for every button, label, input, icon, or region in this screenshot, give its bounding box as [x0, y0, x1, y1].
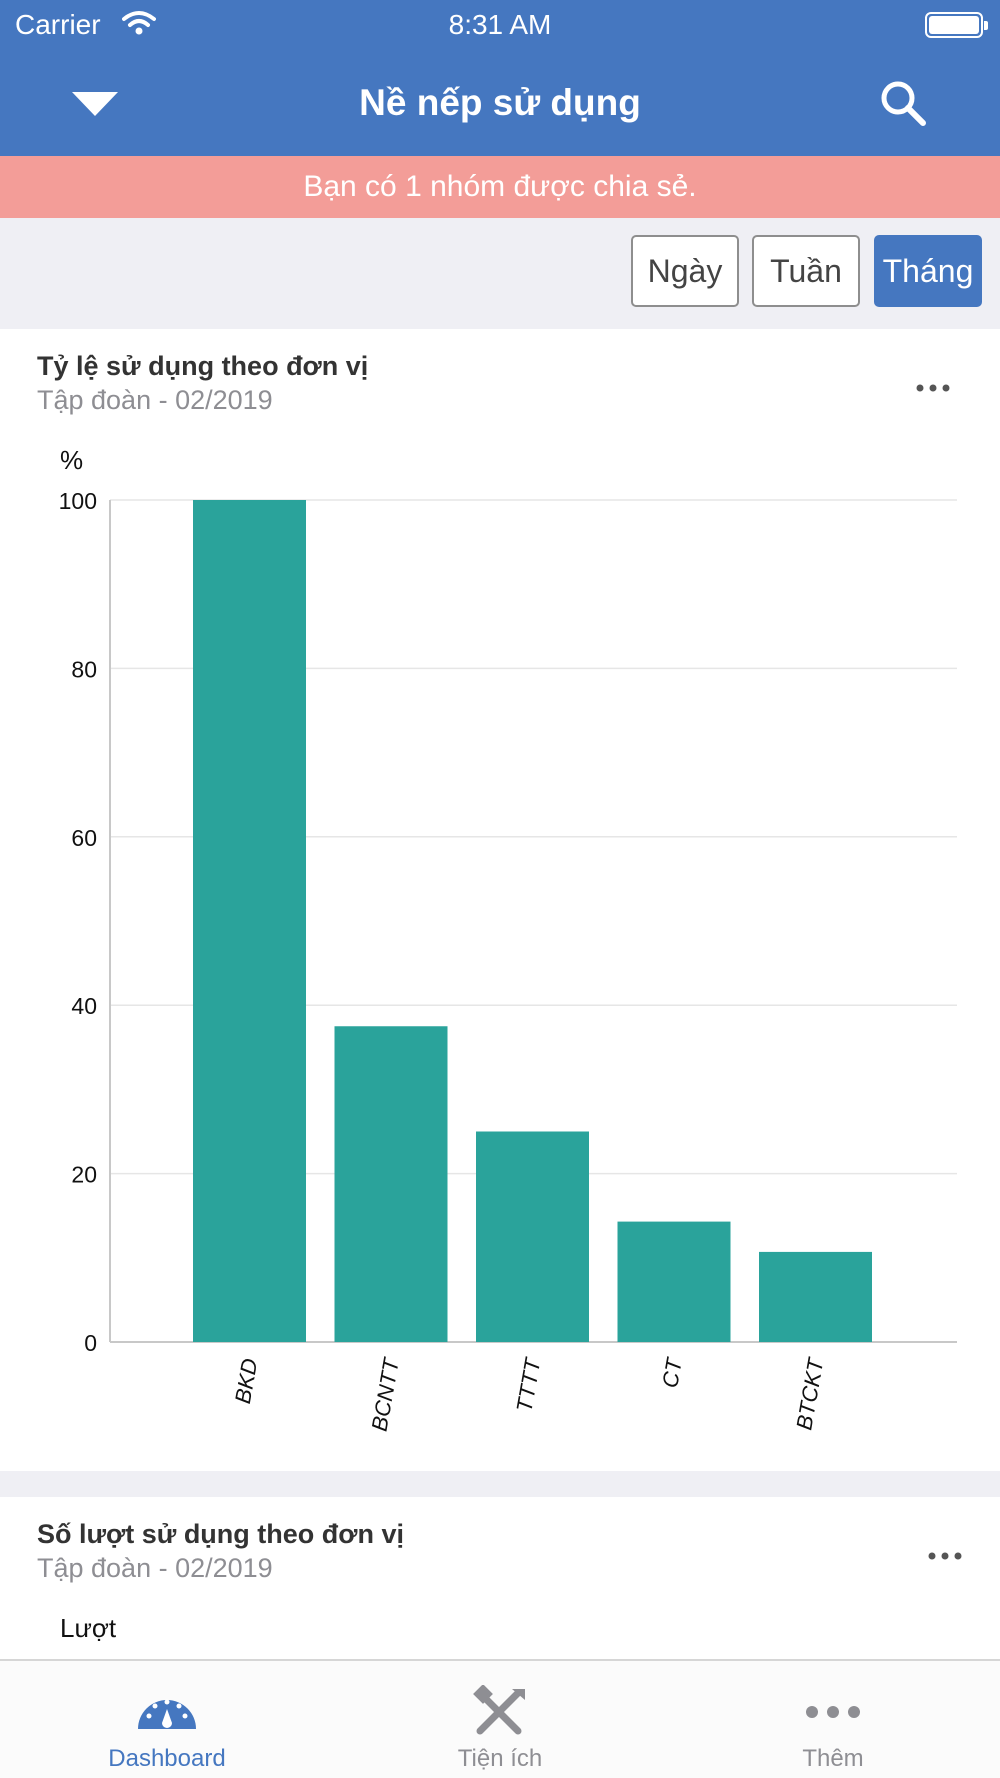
y-tick-label: 40: [71, 993, 97, 1019]
carrier-label: Carrier: [15, 9, 101, 40]
tab-more[interactable]: Thêm: [666, 1661, 1000, 1778]
dropdown-triangle-icon[interactable]: [70, 88, 120, 120]
status-bar: Carrier 8:31 AM: [0, 0, 1000, 50]
x-tick-label: BTCKT: [791, 1355, 828, 1432]
card-title: Tỷ lệ sử dụng theo đơn vị: [37, 351, 369, 381]
page-title: Nề nếp sử dụng: [359, 82, 641, 123]
more-options-icon[interactable]: [928, 1547, 962, 1560]
tab-dashboard[interactable]: Dashboard: [0, 1661, 334, 1778]
clock: 8:31 AM: [448, 9, 552, 40]
card-subtitle: Tập đoàn - 02/2019: [37, 385, 273, 415]
bar-bcntt: [334, 1026, 448, 1342]
y-tick-label: 80: [71, 656, 97, 682]
y-tick-label: 60: [71, 825, 97, 851]
card-subtitle: Tập đoàn - 02/2019: [37, 1553, 273, 1583]
y-tick-label: 100: [59, 488, 97, 514]
y-axis-unit: Lượt: [60, 1613, 117, 1643]
tab-utilities[interactable]: Tiện ích: [333, 1661, 667, 1778]
x-tick-label: BCNTT: [367, 1355, 405, 1433]
bar-ct: [617, 1221, 731, 1342]
segment-week[interactable]: Tuần: [752, 235, 860, 307]
search-icon[interactable]: [878, 78, 928, 128]
tools-icon: [333, 1684, 667, 1735]
card-title: Số lượt sử dụng theo đơn vị: [37, 1519, 404, 1549]
tab-bar: Dashboard Tiện ích Thêm: [0, 1659, 1000, 1778]
y-axis-unit: %: [60, 445, 84, 475]
wifi-icon: [122, 10, 156, 43]
tab-label: Tiện ích: [457, 1745, 543, 1772]
period-segmented-control: Ngày Tuần Tháng: [0, 235, 1000, 307]
x-tick-label: CT: [657, 1355, 687, 1390]
x-tick-label: BKD: [230, 1356, 262, 1405]
tab-label: Thêm: [802, 1745, 864, 1772]
more-dots-icon: [666, 1685, 1000, 1735]
bar-bkd: [193, 500, 306, 1342]
tab-label: Dashboard: [108, 1745, 226, 1772]
dashboard-gauge-icon: [0, 1685, 334, 1735]
usage-rate-card: Tỷ lệ sử dụng theo đơn vị Tập đoàn - 02/…: [0, 329, 1000, 1471]
segment-day[interactable]: Ngày: [631, 235, 739, 307]
nav-bar: Nề nếp sử dụng: [0, 50, 1000, 156]
more-options-icon[interactable]: [916, 379, 950, 392]
usage-rate-bar-chart: 0 20 40 60 80 100 BKD BCNTT TTTT CT BTCKT: [59, 488, 957, 1433]
usage-count-card: Số lượt sử dụng theo đơn vị Tập đoàn - 0…: [0, 1497, 1000, 1659]
bar-btckt: [759, 1251, 872, 1342]
shared-group-banner[interactable]: Bạn có 1 nhóm được chia sẻ.: [0, 156, 1000, 218]
battery-icon: [925, 12, 988, 38]
x-tick-label: TTTT: [511, 1355, 545, 1414]
y-tick-label: 20: [71, 1162, 97, 1188]
segment-month[interactable]: Tháng: [874, 235, 982, 307]
y-tick-label: 0: [84, 1330, 97, 1356]
bar-tttt: [476, 1131, 589, 1342]
